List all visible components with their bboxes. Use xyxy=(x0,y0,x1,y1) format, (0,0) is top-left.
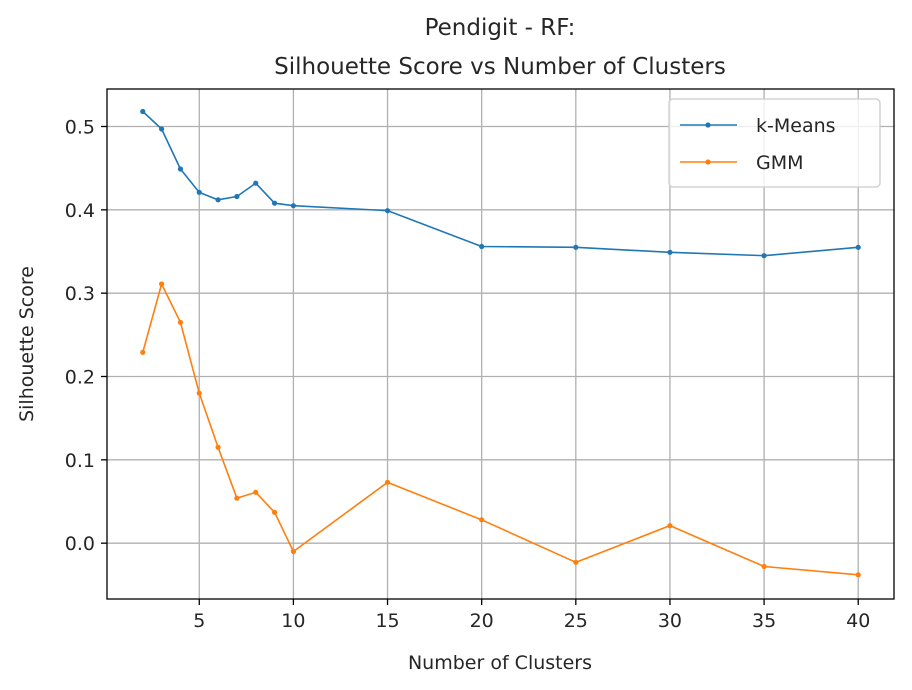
data-point-gmm xyxy=(159,281,165,287)
y-tick-label: 0.5 xyxy=(65,117,95,139)
data-point-k-means xyxy=(234,193,240,200)
y-tick-label: 0.3 xyxy=(65,283,95,305)
y-tick-label: 0.2 xyxy=(65,367,95,389)
x-tick-label: 40 xyxy=(846,610,870,632)
data-point-k-means xyxy=(573,244,579,250)
data-point-k-means xyxy=(855,244,861,250)
legend-label-k-means: k-Means xyxy=(756,115,836,137)
data-point-k-means xyxy=(384,208,391,214)
axis-ticks: 5 10 15 20 25 30 35 40 0.0 0.1 0.2 0.3 0.4 0.5 xyxy=(65,117,871,633)
data-point-k-means xyxy=(215,197,221,203)
x-tick-label: 25 xyxy=(564,610,588,632)
data-point-gmm xyxy=(253,489,259,495)
legend-box xyxy=(668,98,881,188)
data-point-gmm xyxy=(215,444,221,450)
y-tick-label: 0.0 xyxy=(65,533,95,555)
data-point-k-means xyxy=(177,166,184,172)
data-point-gmm xyxy=(290,548,296,555)
data-point-k-means xyxy=(761,253,767,259)
x-tick-label: 5 xyxy=(193,610,205,632)
data-point-gmm xyxy=(761,563,767,570)
data-point-gmm xyxy=(479,517,485,523)
x-tick-label: 15 xyxy=(375,610,399,632)
data-point-k-means xyxy=(290,203,296,209)
data-point-gmm xyxy=(234,495,240,501)
data-point-gmm xyxy=(196,390,202,396)
legend-marker-k-means xyxy=(705,122,711,128)
series-k-means xyxy=(140,108,861,259)
legend-marker-gmm xyxy=(705,159,711,165)
y-tick-label: 0.4 xyxy=(65,200,95,222)
data-point-gmm xyxy=(177,319,184,325)
data-point-k-means xyxy=(253,180,259,186)
series-layer xyxy=(140,108,861,578)
y-tick-label: 0.1 xyxy=(65,450,95,472)
y-axis-label: Silhouette Score xyxy=(16,266,38,422)
legend-items: k-Means GMM xyxy=(680,115,836,174)
data-point-gmm xyxy=(573,559,579,565)
x-tick-label: 20 xyxy=(470,610,494,632)
plot-frame xyxy=(106,88,895,600)
data-point-gmm xyxy=(384,479,391,485)
chart-title-line-2: Silhouette Score vs Number of Clusters xyxy=(274,54,726,80)
data-point-k-means xyxy=(271,200,278,206)
x-tick-label: 35 xyxy=(752,610,776,632)
x-tick-label: 30 xyxy=(658,610,682,632)
legend: k-Means GMM xyxy=(668,98,881,188)
data-point-k-means xyxy=(140,108,146,115)
data-point-k-means xyxy=(196,189,202,195)
data-point-gmm xyxy=(667,523,673,529)
legend-label-gmm: GMM xyxy=(756,152,804,174)
x-axis-label: Number of Clusters xyxy=(408,652,592,674)
data-point-k-means xyxy=(159,126,165,132)
series-gmm xyxy=(140,281,861,578)
data-point-k-means xyxy=(479,243,485,250)
data-point-gmm xyxy=(855,572,861,578)
x-tick-label: 10 xyxy=(281,610,305,632)
data-point-k-means xyxy=(667,249,673,255)
chart-title-line-1: Pendigit - RF: xyxy=(425,15,576,41)
data-point-gmm xyxy=(140,349,146,355)
data-point-gmm xyxy=(271,509,278,515)
